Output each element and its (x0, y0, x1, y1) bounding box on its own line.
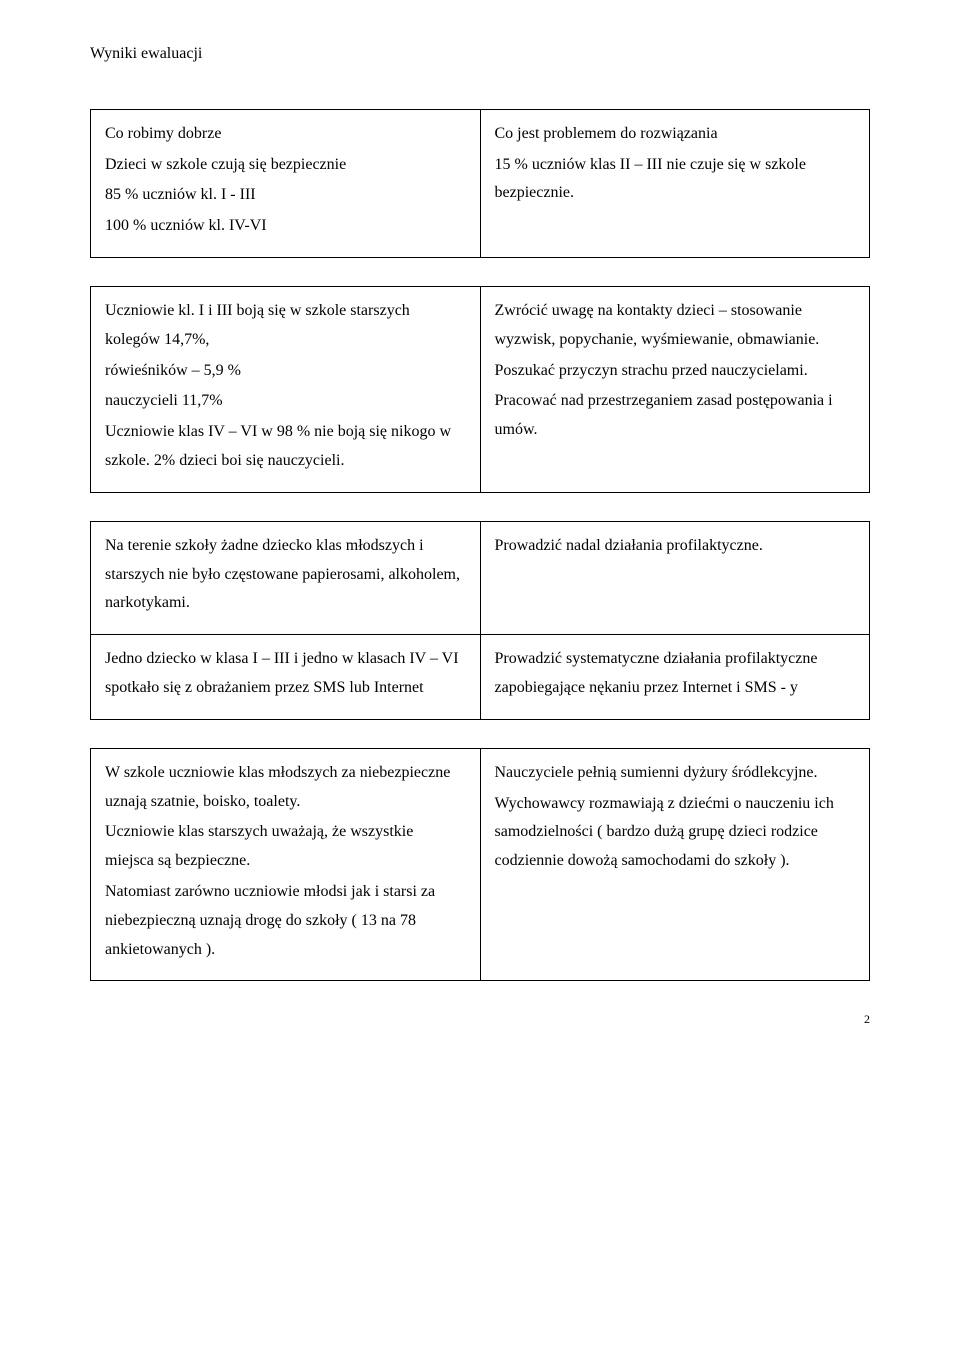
table-1: Co robimy dobrze Dzieci w szkole czują s… (90, 109, 870, 258)
table-cell-left: Co robimy dobrze Dzieci w szkole czują s… (91, 109, 481, 257)
table-cell-right: Prowadzić nadal działania profilaktyczne… (480, 521, 870, 634)
table-cell-left: Na terenie szkoły żadne dziecko klas mło… (91, 521, 481, 634)
table-3: Na terenie szkoły żadne dziecko klas mło… (90, 521, 870, 720)
text-line: 85 % uczniów kl. I - III (105, 181, 466, 210)
table-4: W szkole uczniowie klas młodszych za nie… (90, 748, 870, 982)
text-line: Nauczyciele pełnią sumienni dyżury śródl… (495, 759, 856, 788)
text-line: Jedno dziecko w klasa I – III i jedno w … (105, 645, 466, 703)
text-line: rówieśników – 5,9 % (105, 357, 466, 386)
text-line: Uczniowie kl. I i III boją się w szkole … (105, 297, 466, 355)
table-cell-right: Co jest problemem do rozwiązania 15 % uc… (480, 109, 870, 257)
text-line: Wychowawcy rozmawiają z dziećmi o naucze… (495, 790, 856, 876)
table-cell-right: Zwrócić uwagę na kontakty dzieci – stoso… (480, 286, 870, 492)
text-line: Prowadzić nadal działania profilaktyczne… (495, 532, 856, 561)
table-cell-right: Nauczyciele pełnią sumienni dyżury śródl… (480, 748, 870, 981)
text-line: Zwrócić uwagę na kontakty dzieci – stoso… (495, 297, 856, 355)
table-cell-left: Uczniowie kl. I i III boją się w szkole … (91, 286, 481, 492)
text-line: Na terenie szkoły żadne dziecko klas mło… (105, 532, 466, 618)
table-2: Uczniowie kl. I i III boją się w szkole … (90, 286, 870, 493)
text-line: Prowadzić systematyczne działania profil… (495, 645, 856, 703)
text-line: Co jest problemem do rozwiązania (495, 120, 856, 149)
table-cell-left: Jedno dziecko w klasa I – III i jedno w … (91, 635, 481, 720)
text-line: Pracować nad przestrzeganiem zasad postę… (495, 387, 856, 445)
text-line: 100 % uczniów kl. IV-VI (105, 212, 466, 241)
table-row: Na terenie szkoły żadne dziecko klas mło… (91, 521, 870, 634)
text-line: Dzieci w szkole czują się bezpiecznie (105, 151, 466, 180)
text-line: W szkole uczniowie klas młodszych za nie… (105, 759, 466, 817)
page-title: Wyniki ewaluacji (90, 40, 870, 69)
text-line: Uczniowie klas starszych uważają, że wsz… (105, 818, 466, 876)
text-line: Co robimy dobrze (105, 120, 466, 149)
text-line: Natomiast zarówno uczniowie młodsi jak i… (105, 878, 466, 964)
table-cell-right: Prowadzić systematyczne działania profil… (480, 635, 870, 720)
text-line: Uczniowie klas IV – VI w 98 % nie boją s… (105, 418, 466, 476)
text-line: nauczycieli 11,7% (105, 387, 466, 416)
text-line: 15 % uczniów klas II – III nie czuje się… (495, 151, 856, 209)
page-number: 2 (90, 1009, 870, 1031)
table-cell-left: W szkole uczniowie klas młodszych za nie… (91, 748, 481, 981)
table-row: Jedno dziecko w klasa I – III i jedno w … (91, 635, 870, 720)
text-line: Poszukać przyczyn strachu przed nauczyci… (495, 357, 856, 386)
